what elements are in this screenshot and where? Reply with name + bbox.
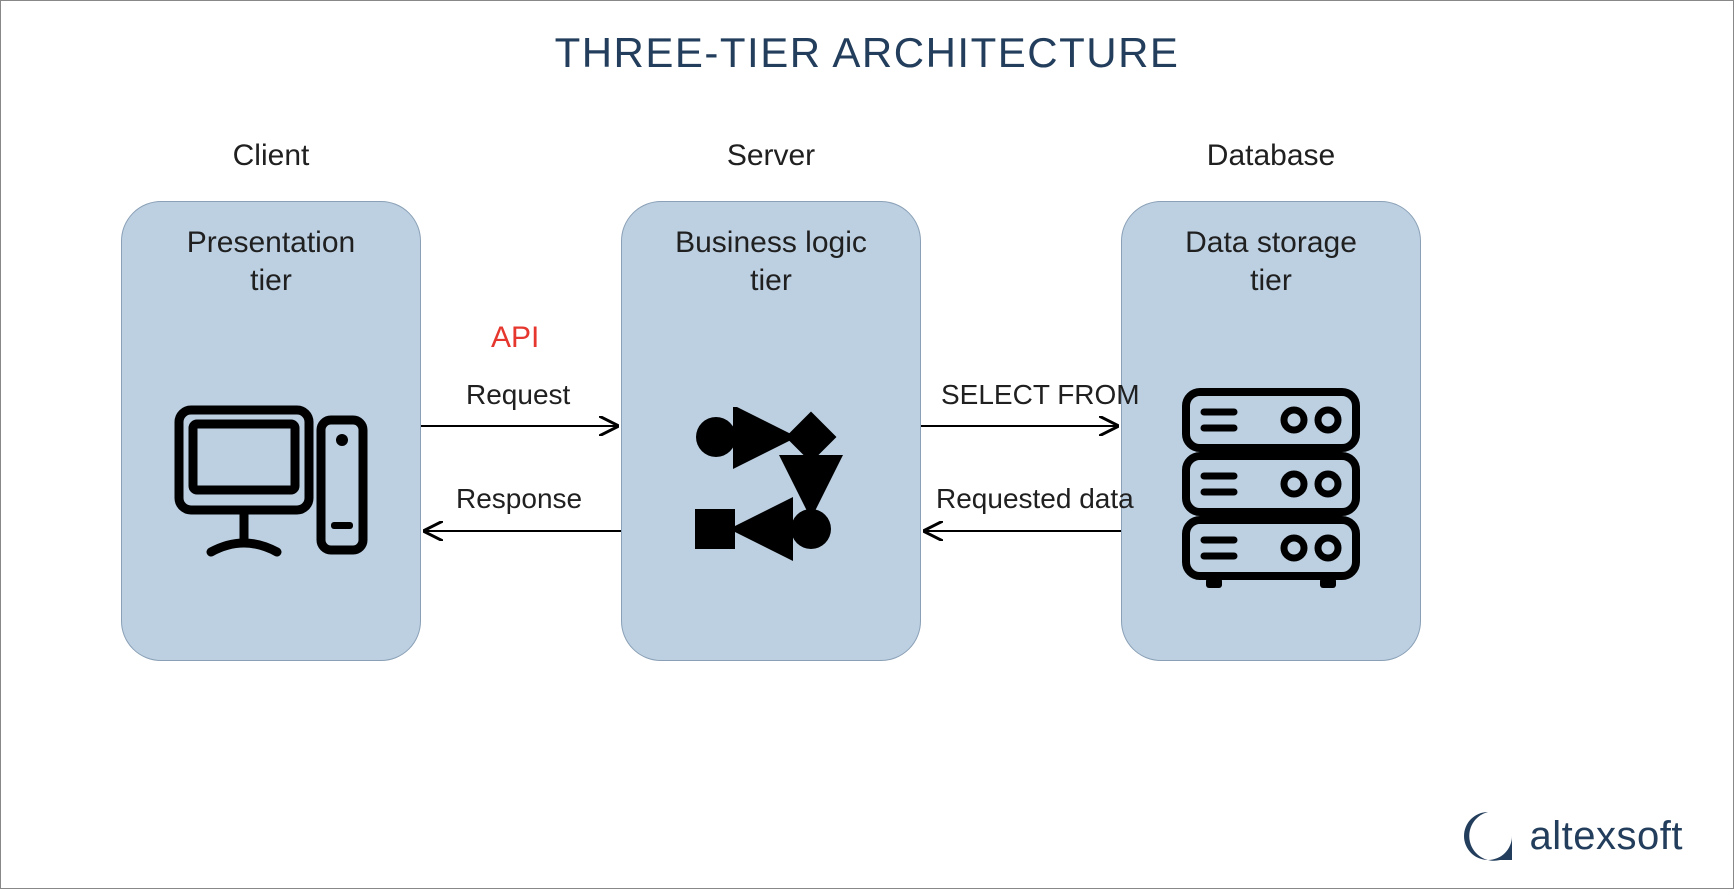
tier-title-line1: Presentation [187, 226, 355, 259]
brand-logo: altexsoft [1460, 808, 1683, 864]
api-label: API [491, 321, 539, 355]
tier-box-client: Presentation tier [121, 201, 421, 661]
tier-title-line2: tier [250, 264, 292, 297]
server-rack-icon [1176, 382, 1366, 597]
tier-header-server: Server [621, 139, 921, 173]
arrow-response [421, 526, 621, 536]
tier-box-server: Business logic tier [621, 201, 921, 661]
computer-icon [171, 402, 371, 577]
tier-title-line2: tier [750, 264, 792, 297]
tier-title-database: Data storage tier [1122, 224, 1420, 299]
conn-label-reqdata: Requested data [936, 483, 1134, 515]
arrow-request [421, 421, 621, 431]
conn-label-select: SELECT FROM [941, 379, 1140, 411]
tier-title-server: Business logic tier [622, 224, 920, 299]
brand-mark-icon [1460, 808, 1516, 864]
tier-header-client: Client [121, 139, 421, 173]
flowchart-icon [681, 407, 861, 572]
tier-title-line1: Business logic [675, 226, 867, 259]
tier-title-client: Presentation tier [122, 224, 420, 299]
arrow-reqdata [921, 526, 1121, 536]
tier-box-database: Data storage tier [1121, 201, 1421, 661]
conn-label-response: Response [456, 483, 582, 515]
arrow-select [921, 421, 1121, 431]
diagram-title: THREE-TIER ARCHITECTURE [1, 29, 1733, 77]
tier-title-line1: Data storage [1185, 226, 1357, 259]
diagram-stage: Client Server Database Presentation tier [1, 131, 1733, 751]
conn-label-request: Request [466, 379, 570, 411]
brand-name: altexsoft [1530, 814, 1683, 859]
tier-title-line2: tier [1250, 264, 1292, 297]
tier-header-database: Database [1121, 139, 1421, 173]
